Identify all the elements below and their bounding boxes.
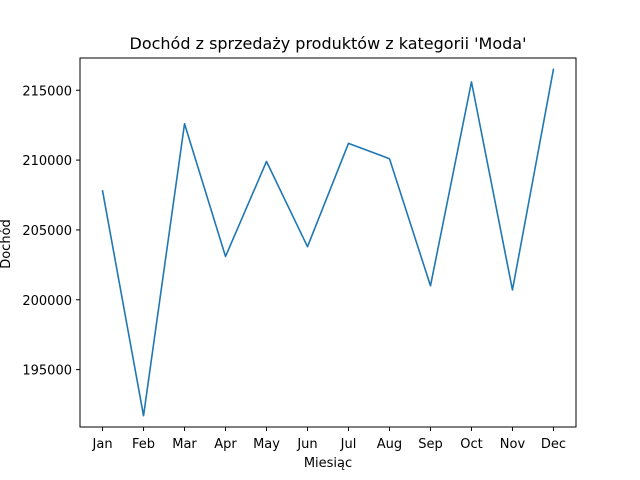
x-tick-label: Nov [500, 437, 526, 452]
y-axis-label: Dochód [0, 219, 14, 269]
x-tick-label: Jun [296, 437, 317, 452]
y-tick-label: 215000 [22, 84, 72, 99]
x-tick-label: Apr [214, 437, 237, 452]
x-tick-label: Jul [340, 437, 357, 452]
x-tick-label: Jan [92, 437, 113, 452]
series-layer [101, 68, 555, 417]
x-tick-label: Oct [460, 437, 482, 452]
plot-area-frame [79, 57, 577, 428]
series-line [101, 68, 555, 417]
chart-title: Dochód z sprzedaży produktów z kategorii… [130, 34, 527, 53]
x-tick-label: Sep [418, 437, 443, 452]
x-tick-label: May [253, 437, 280, 452]
y-axis-ticks: 195000 200000 205000 210000 215000 [22, 84, 80, 379]
y-tick-label: 205000 [22, 224, 72, 239]
x-tick-label: Aug [377, 437, 402, 452]
x-tick-label: Dec [541, 437, 566, 452]
y-tick-label: 195000 [22, 364, 72, 379]
x-axis-label: Miesiąc [304, 456, 352, 471]
y-tick-label: 200000 [22, 294, 72, 309]
y-tick-label: 210000 [22, 154, 72, 169]
x-axis-ticks: Jan Feb Mar Apr May Jun Jul Aug Sep Oct Nov Dec [92, 427, 566, 452]
x-tick-label: Mar [172, 437, 197, 452]
x-tick-label: Feb [132, 437, 155, 452]
